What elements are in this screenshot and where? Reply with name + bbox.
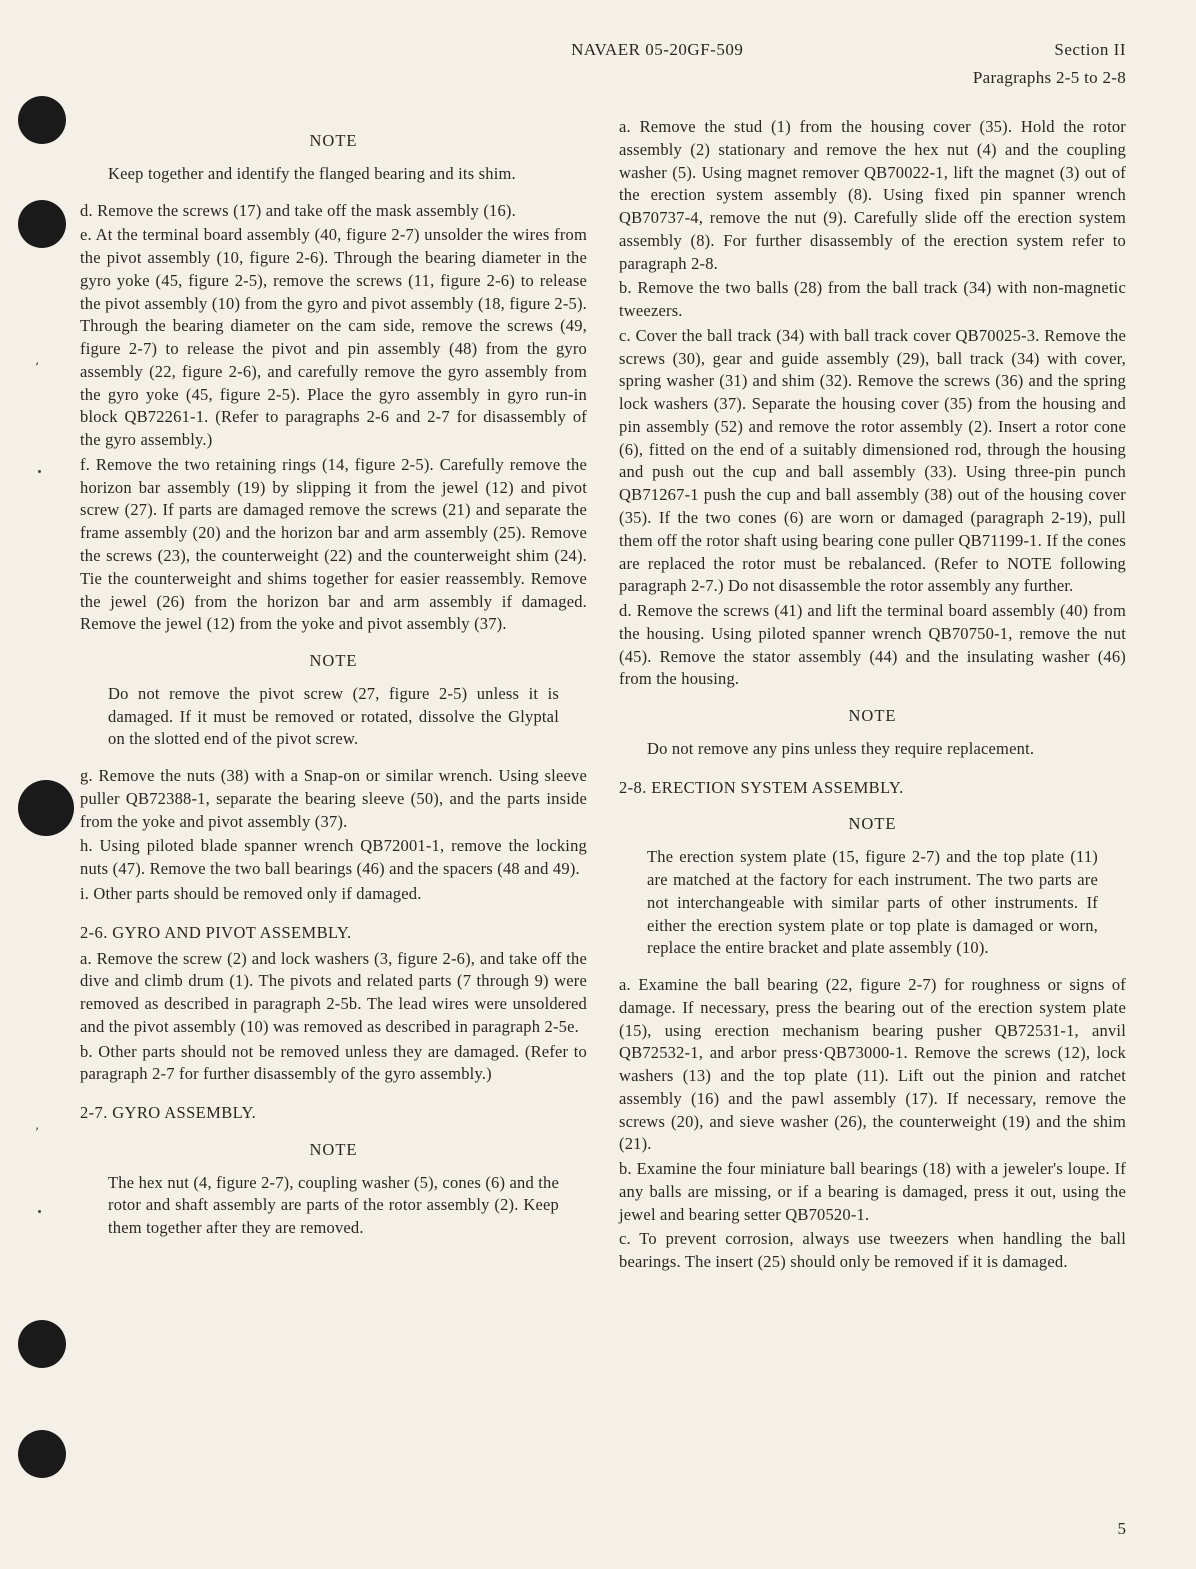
margin-mark: ٬ bbox=[35, 360, 39, 376]
paragraph-2-8-b: b. Examine the four miniature ball beari… bbox=[619, 1158, 1126, 1226]
paragraph-range: Paragraphs 2-5 to 2-8 bbox=[80, 68, 1126, 88]
punch-hole bbox=[18, 780, 74, 836]
section-2-6-heading: 2-6. GYRO AND PIVOT ASSEMBLY. bbox=[80, 922, 587, 945]
punch-hole bbox=[18, 1430, 66, 1478]
paragraph-e: e. At the terminal board assembly (40, f… bbox=[80, 224, 587, 452]
paragraph-h: h. Using piloted blade spanner wrench QB… bbox=[80, 835, 587, 881]
punch-hole bbox=[18, 1320, 66, 1368]
paragraph-2-6-b: b. Other parts should not be removed unl… bbox=[80, 1041, 587, 1087]
paragraph-2-6-a: a. Remove the screw (2) and lock washers… bbox=[80, 948, 587, 1039]
paragraph-2-8-c: c. To prevent corrosion, always use twee… bbox=[619, 1228, 1126, 1274]
paragraph-2-7-d: d. Remove the screws (41) and lift the t… bbox=[619, 600, 1126, 691]
section-2-7-heading: 2-7. GYRO ASSEMBLY. bbox=[80, 1102, 587, 1125]
note-body: The hex nut (4, figure 2-7), coupling wa… bbox=[80, 1172, 587, 1240]
note-body: Do not remove any pins unless they requi… bbox=[619, 738, 1126, 761]
note-heading: NOTE bbox=[619, 705, 1126, 728]
punch-hole bbox=[18, 200, 66, 248]
margin-dot bbox=[38, 470, 41, 473]
paragraph-g: g. Remove the nuts (38) with a Snap-on o… bbox=[80, 765, 587, 833]
note-heading: NOTE bbox=[80, 1139, 587, 1162]
note-heading: NOTE bbox=[80, 130, 587, 153]
text-columns: NOTE Keep together and identify the flan… bbox=[80, 116, 1126, 1276]
margin-dot bbox=[38, 1210, 41, 1213]
right-column: a. Remove the stud (1) from the housing … bbox=[619, 116, 1126, 1276]
section-label: Section II bbox=[1054, 40, 1126, 60]
note-heading: NOTE bbox=[80, 650, 587, 673]
paragraph-2-8-a: a. Examine the ball bearing (22, figure … bbox=[619, 974, 1126, 1156]
note-body: Keep together and identify the flanged b… bbox=[80, 163, 587, 186]
paragraph-f: f. Remove the two retaining rings (14, f… bbox=[80, 454, 587, 636]
paragraph-d: d. Remove the screws (17) and take off t… bbox=[80, 200, 587, 223]
page-number: 5 bbox=[1118, 1519, 1127, 1539]
section-2-8-heading: 2-8. ERECTION SYSTEM ASSEMBLY. bbox=[619, 777, 1126, 800]
paragraph-2-7-a: a. Remove the stud (1) from the housing … bbox=[619, 116, 1126, 275]
paragraph-i: i. Other parts should be removed only if… bbox=[80, 883, 587, 906]
margin-mark: ٬ bbox=[35, 1125, 39, 1141]
left-column: NOTE Keep together and identify the flan… bbox=[80, 116, 587, 1276]
note-body: Do not remove the pivot screw (27, figur… bbox=[80, 683, 587, 751]
paragraph-2-7-b: b. Remove the two balls (28) from the ba… bbox=[619, 277, 1126, 323]
note-heading: NOTE bbox=[619, 813, 1126, 836]
note-body: The erection system plate (15, figure 2-… bbox=[619, 846, 1126, 960]
page-container: ٬ ٬ NAVAER 05-20GF-509 Section II Paragr… bbox=[80, 40, 1126, 1539]
document-number: NAVAER 05-20GF-509 bbox=[80, 40, 1054, 60]
punch-hole bbox=[18, 96, 66, 144]
page-header: NAVAER 05-20GF-509 Section II bbox=[80, 40, 1126, 60]
paragraph-2-7-c: c. Cover the ball track (34) with ball t… bbox=[619, 325, 1126, 598]
